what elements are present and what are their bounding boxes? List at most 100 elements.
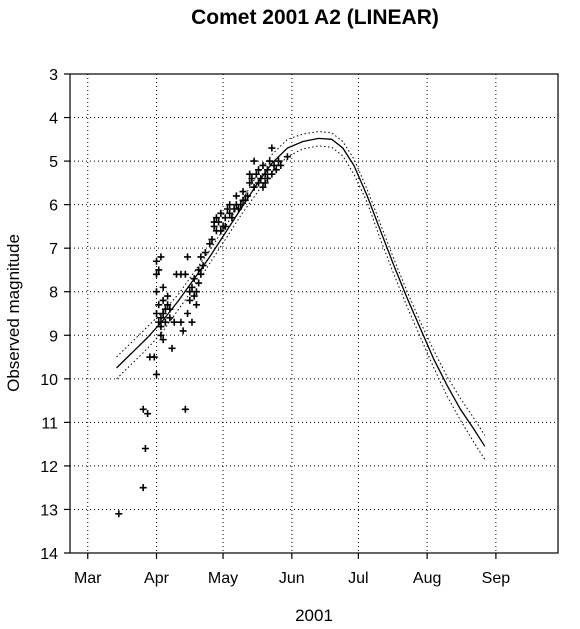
observation-point <box>188 283 196 291</box>
fit-bound-curve <box>116 145 486 460</box>
observation-point <box>155 301 163 309</box>
observation-point <box>212 214 220 222</box>
observation-point <box>139 405 147 413</box>
observation-point <box>259 183 267 191</box>
x-tick-label: Mar <box>74 570 102 587</box>
observation-point <box>170 318 178 326</box>
observation-point <box>139 484 147 492</box>
x-axis-label: 2001 <box>295 606 333 625</box>
observation-point <box>190 275 198 283</box>
y-tick-label: 7 <box>49 241 58 258</box>
observation-point <box>153 288 161 296</box>
observation-point <box>215 218 223 226</box>
observation-point <box>221 222 229 230</box>
observation-point <box>159 336 167 344</box>
observation-point <box>277 161 285 169</box>
observation-point <box>217 209 225 217</box>
observation-point <box>195 279 203 287</box>
observation-point <box>153 270 161 278</box>
observation-point <box>228 214 236 222</box>
x-axis: Mar Apr May Jun Jul Aug Sep <box>74 553 510 587</box>
observation-point <box>181 270 189 278</box>
observation-point <box>243 192 251 200</box>
fit-curve <box>116 137 486 447</box>
observation-point <box>268 170 276 178</box>
observation-points <box>115 144 291 518</box>
grid-lines <box>70 74 558 553</box>
y-tick-label: 13 <box>40 502 58 519</box>
observation-point <box>206 240 214 248</box>
observation-point <box>263 166 271 174</box>
observation-point <box>164 301 172 309</box>
observation-point <box>141 444 149 452</box>
observation-point <box>208 235 216 243</box>
observation-point <box>263 175 271 183</box>
y-tick-label: 3 <box>49 67 58 84</box>
observation-point <box>283 153 291 161</box>
y-tick-label: 12 <box>40 459 58 476</box>
y-tick-label: 11 <box>41 415 58 432</box>
observation-point <box>184 310 192 317</box>
observation-point <box>195 266 203 274</box>
observation-point <box>186 288 194 296</box>
observation-point <box>235 205 243 213</box>
observation-point <box>155 266 163 274</box>
y-axis: 3 4 5 6 7 8 9 10 11 12 13 14 <box>40 67 70 563</box>
observation-point <box>164 292 172 300</box>
observation-point <box>232 192 240 200</box>
observation-point <box>255 179 263 187</box>
observation-point <box>188 318 196 326</box>
observation-point <box>223 205 231 213</box>
y-tick-label: 6 <box>49 198 58 215</box>
observation-point <box>248 175 256 183</box>
observation-point <box>153 370 161 378</box>
y-tick-label: 4 <box>49 111 58 128</box>
y-tick-label: 8 <box>49 285 58 302</box>
observation-point <box>181 405 189 413</box>
observation-point <box>197 270 205 278</box>
observation-point <box>144 410 152 418</box>
observation-point <box>192 288 200 296</box>
observation-point <box>157 323 165 331</box>
observation-point <box>226 209 234 217</box>
observation-point <box>166 314 174 322</box>
x-tick-label: Aug <box>413 570 441 587</box>
observation-point <box>257 175 265 183</box>
observation-point <box>166 305 174 313</box>
fit-bound-curve <box>116 130 486 436</box>
observation-point <box>184 253 192 261</box>
observation-point <box>179 327 187 335</box>
observation-point <box>153 257 161 265</box>
x-tick-label: Sep <box>482 570 511 587</box>
observation-point <box>177 318 185 326</box>
observation-point <box>168 344 176 352</box>
x-tick-label: May <box>208 570 238 587</box>
observation-point <box>226 201 234 209</box>
observation-point <box>201 249 209 257</box>
observation-point <box>159 296 167 304</box>
observation-point <box>115 510 123 518</box>
observation-point <box>252 170 260 178</box>
x-tick-label: Jul <box>348 570 368 587</box>
y-tick-label: 5 <box>49 154 58 171</box>
observation-point <box>157 331 165 339</box>
observation-point <box>237 201 245 209</box>
observation-point <box>250 183 258 191</box>
observation-point <box>197 253 205 261</box>
observation-point <box>161 318 169 326</box>
observation-point <box>259 161 267 169</box>
observation-point <box>155 318 163 326</box>
observation-point <box>268 144 276 152</box>
y-axis-label: Observed magnitude <box>4 234 23 392</box>
observation-point <box>255 166 263 174</box>
observation-point <box>250 157 258 165</box>
observation-point <box>246 179 254 187</box>
plot-frame <box>69 73 559 554</box>
observation-point <box>159 283 167 291</box>
observation-point <box>261 179 269 187</box>
observation-point <box>186 296 194 304</box>
observation-point <box>239 188 247 196</box>
y-tick-label: 9 <box>49 328 58 345</box>
observation-point <box>270 161 278 169</box>
observation-point <box>246 170 254 178</box>
